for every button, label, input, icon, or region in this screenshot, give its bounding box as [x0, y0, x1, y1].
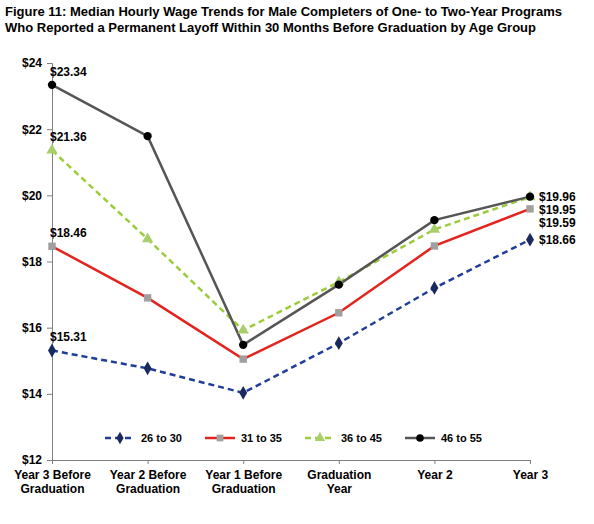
series-marker — [143, 132, 151, 140]
x-tick: Year 3 BeforeGraduation — [14, 460, 91, 496]
series-marker — [335, 336, 343, 350]
legend-item: 26 to 30 — [105, 432, 182, 444]
series-marker — [526, 233, 534, 247]
plot-area — [46, 81, 535, 400]
y-tick: $14 — [22, 387, 52, 401]
y-axis: $12 $14 $16 $18 $20 $22 $24 — [22, 56, 53, 467]
y-tick-mark — [47, 328, 52, 329]
legend-marker — [116, 432, 123, 444]
y-axis-line — [47, 64, 53, 461]
y-tick-label: $16 — [22, 321, 42, 335]
y-tick: $20 — [22, 189, 52, 203]
x-tick: Year 2 — [417, 460, 453, 482]
series-marker — [239, 355, 246, 362]
series-marker — [431, 242, 438, 249]
data-labels: $23.34 $21.36 $18.46 $15.31 $19.96$19.95$19.… — [50, 65, 576, 345]
data-label: $23.34 — [50, 65, 87, 79]
y-tick-mark — [47, 262, 52, 263]
legend-marker — [217, 435, 224, 442]
x-tick: Year 1 BeforeGraduation — [205, 460, 282, 496]
legend-marker — [315, 432, 325, 441]
x-tick-label: Year 1 BeforeGraduation — [205, 468, 282, 496]
legend-label: 46 to 55 — [441, 432, 482, 444]
data-label: $19.59 — [539, 216, 576, 230]
series-marker — [335, 280, 343, 288]
y-tick-label: $22 — [22, 123, 42, 137]
data-label: $15.31 — [50, 330, 87, 344]
title: Figure 11: Median Hourly Wage Trends for… — [5, 4, 562, 35]
y-tick: $16 — [22, 321, 52, 335]
series-marker — [142, 232, 153, 242]
x-tick-label: Year 3 BeforeGraduation — [14, 468, 91, 496]
x-axis: Year 3 BeforeGraduation Year 2 BeforeGrad… — [14, 460, 548, 496]
series-marker — [524, 190, 535, 200]
x-tick-mark — [243, 460, 244, 464]
series-marker — [48, 81, 56, 89]
x-tick: Year 2 BeforeGraduation — [110, 460, 187, 496]
series-line — [52, 85, 530, 345]
y-tick: $12 — [22, 453, 52, 467]
y-tick-label: $24 — [22, 56, 42, 70]
x-tick-mark — [530, 460, 531, 464]
series-line — [52, 150, 530, 330]
y-tick-mark — [47, 195, 52, 196]
x-tick-label: GraduationYear — [307, 468, 371, 496]
series-marker — [46, 144, 57, 154]
y-tick-mark — [47, 460, 52, 461]
series-marker — [144, 361, 152, 375]
y-tick: $24 — [22, 56, 52, 70]
series-marker — [429, 223, 440, 233]
data-label: $18.66 — [539, 233, 576, 247]
x-tick-mark — [148, 460, 149, 464]
x-tick-label: Year 3 — [513, 468, 549, 482]
y-tick: $18 — [22, 255, 52, 269]
legend-label: 36 to 45 — [341, 432, 382, 444]
legend-item: 36 to 45 — [305, 432, 382, 444]
y-tick-label: $18 — [22, 255, 42, 269]
x-tick: GraduationYear — [307, 460, 371, 496]
y-tick-label: $12 — [22, 453, 42, 467]
series-marker — [526, 205, 533, 212]
data-label: $21.36 — [50, 130, 87, 144]
series-marker — [239, 386, 247, 400]
x-tick: Year 3 — [513, 460, 549, 482]
series-line — [52, 209, 530, 359]
y-tick: $22 — [22, 123, 52, 137]
x-tick-mark — [434, 460, 435, 464]
chart: Figure 11: Median Hourly Wage Trends for… — [0, 0, 594, 524]
series-marker — [335, 309, 342, 316]
data-label: $19.96 — [539, 190, 576, 204]
x-axis-line — [53, 461, 531, 465]
series-marker — [430, 216, 438, 224]
x-tick-label: Year 2 — [417, 468, 453, 482]
series-marker — [144, 294, 151, 301]
series-marker — [239, 341, 247, 349]
series-line — [52, 240, 530, 393]
series-marker — [238, 324, 249, 334]
data-label: $18.46 — [50, 226, 87, 240]
y-tick-label: $14 — [22, 387, 42, 401]
series-marker — [526, 192, 534, 200]
series-marker — [48, 243, 55, 250]
x-tick-mark — [52, 460, 53, 464]
legend-label: 31 to 35 — [241, 432, 282, 444]
legend: 26 to 30 31 to 35 36 to 45 46 to 55 — [105, 432, 482, 444]
x-tick-label: Year 2 BeforeGraduation — [110, 468, 187, 496]
series-marker — [48, 344, 56, 358]
y-tick-mark — [47, 394, 52, 395]
legend-marker — [416, 434, 424, 442]
series-marker — [430, 281, 438, 295]
x-tick-mark — [339, 460, 340, 464]
legend-item: 31 to 35 — [205, 432, 282, 444]
data-label: $19.95 — [539, 203, 576, 217]
y-tick-label: $20 — [22, 189, 42, 203]
legend-item: 46 to 55 — [405, 432, 482, 444]
legend-label: 26 to 30 — [141, 432, 182, 444]
